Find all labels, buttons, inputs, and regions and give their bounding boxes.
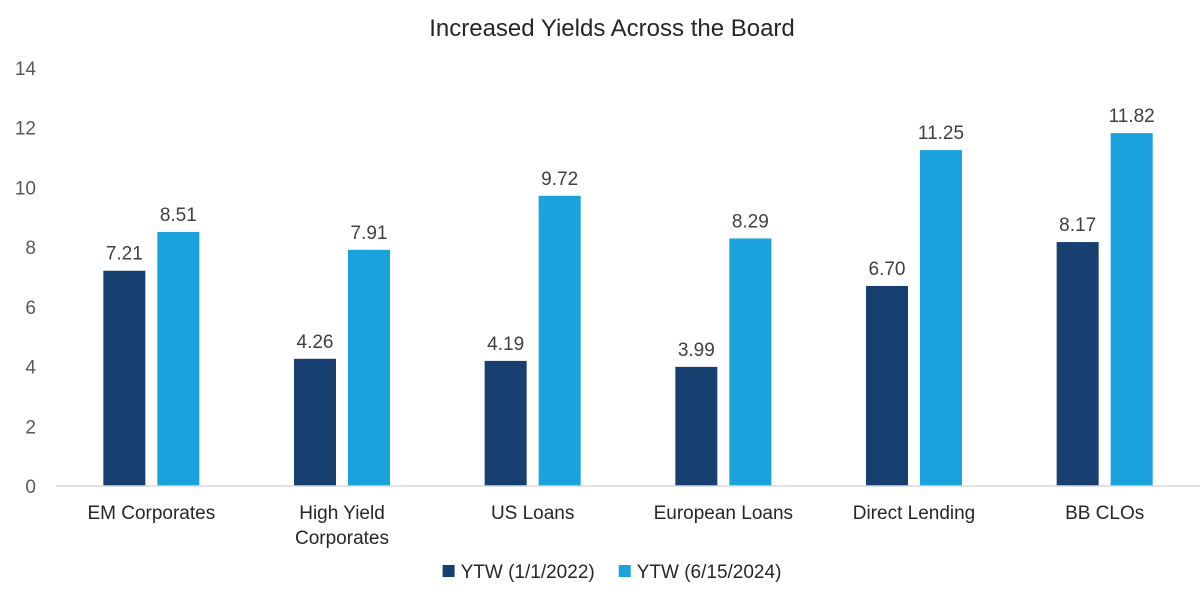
legend-swatch bbox=[442, 565, 455, 577]
x-tick-label: BB CLOs bbox=[1065, 503, 1144, 524]
legend: YTW (1/1/2022) YTW (6/15/2024) bbox=[442, 562, 782, 583]
y-tick-label: 6 bbox=[25, 298, 36, 319]
data-label: 4.26 bbox=[297, 332, 334, 353]
y-tick-label: 12 bbox=[15, 119, 36, 140]
y-tick-label: 2 bbox=[25, 417, 36, 438]
legend-label: YTW (6/15/2024) bbox=[637, 562, 782, 583]
bar-series-2 bbox=[1110, 133, 1153, 487]
bar-series-1 bbox=[484, 360, 527, 486]
x-tick-label: EM Corporates bbox=[87, 503, 215, 524]
legend-label: YTW (1/1/2022) bbox=[461, 562, 595, 583]
y-tick-label: 14 bbox=[15, 59, 37, 80]
x-tick-label: Corporates bbox=[295, 528, 389, 549]
bar-series-2 bbox=[729, 238, 772, 486]
x-axis: EM Corporates High Yield Corporates US Loan… bbox=[87, 503, 1144, 549]
bar-series-1 bbox=[1056, 242, 1099, 486]
data-label: 4.19 bbox=[487, 334, 524, 355]
bar-series-2 bbox=[348, 249, 390, 486]
bar-series-2 bbox=[157, 231, 200, 486]
legend-item: YTW (6/15/2024) bbox=[618, 562, 782, 583]
y-tick-label: 10 bbox=[15, 178, 36, 199]
y-axis: 0 2 4 6 8 10 12 14 bbox=[15, 59, 37, 498]
data-label: 8.17 bbox=[1059, 215, 1096, 236]
x-tick-label: High Yield bbox=[299, 503, 385, 524]
data-label: 7.91 bbox=[351, 223, 388, 244]
chart-title: Increased Yields Across the Board bbox=[429, 15, 795, 42]
x-tick-label: European Loans bbox=[654, 503, 793, 524]
y-tick-label: 0 bbox=[25, 477, 36, 498]
y-tick-label: 4 bbox=[25, 358, 36, 379]
bar-series-1 bbox=[866, 285, 908, 486]
data-label: 8.51 bbox=[160, 205, 197, 226]
bar-series-1 bbox=[675, 366, 718, 486]
data-label: 7.21 bbox=[106, 244, 143, 265]
data-label: 6.70 bbox=[869, 259, 906, 280]
bar-series-2 bbox=[920, 150, 962, 486]
data-label: 3.99 bbox=[678, 340, 715, 361]
x-tick-label: US Loans bbox=[491, 503, 574, 524]
data-label: 11.25 bbox=[918, 123, 964, 144]
y-tick-label: 8 bbox=[25, 238, 36, 259]
data-label: 11.82 bbox=[1109, 106, 1155, 127]
x-tick-label: Direct Lending bbox=[853, 503, 976, 524]
data-label: 9.72 bbox=[541, 169, 578, 190]
data-labels: 7.21 8.51 4.26 7.91 4.19 9.72 3.99 8.29 6.70 11.2… bbox=[106, 106, 1155, 361]
bar-series-2 bbox=[538, 195, 581, 486]
legend-item: YTW (1/1/2022) bbox=[442, 562, 595, 583]
bar-series-1 bbox=[103, 270, 146, 486]
bars bbox=[103, 133, 1153, 487]
data-label: 8.29 bbox=[732, 211, 769, 232]
bar-series-1 bbox=[294, 358, 336, 486]
legend-swatch bbox=[618, 565, 631, 577]
